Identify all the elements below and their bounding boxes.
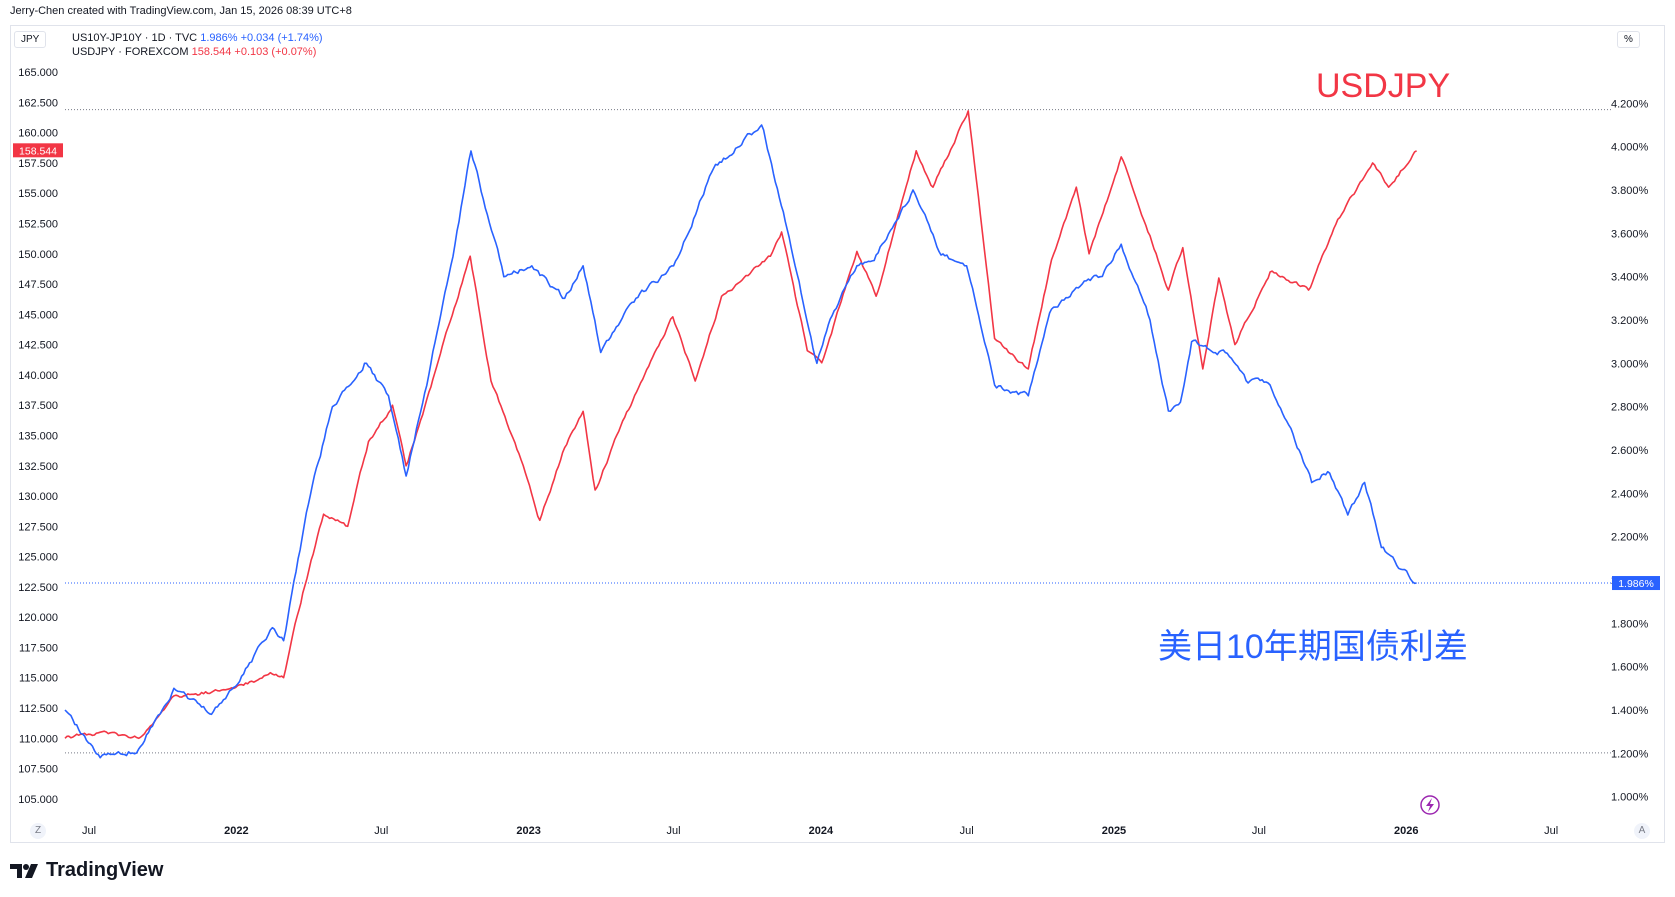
left-axis-unit-button[interactable]: JPY (14, 31, 47, 48)
chart-legend: US10Y-JP10Y · 1D · TVC 1.986% +0.034 (+1… (72, 31, 323, 59)
legend-spread-name: US10Y-JP10Y · 1D · TVC (72, 32, 198, 44)
legend-row-usdjpy[interactable]: USDJPY · FOREXCOM 158.544 +0.103 (+0.07%… (72, 45, 323, 59)
chart-frame (10, 25, 1665, 843)
tradingview-logo-icon (10, 863, 38, 878)
footer: TradingView (10, 859, 163, 882)
legend-usdjpy-value: 158.544 (191, 46, 232, 58)
legend-spread-change: +0.034 (+1.74%) (240, 32, 323, 44)
chart-credit: Jerry-Chen created with TradingView.com,… (10, 5, 352, 17)
auto-scale-z-button[interactable]: Z (30, 823, 46, 839)
tradingview-brand: TradingView (46, 859, 164, 881)
legend-spread-value: 1.986% (200, 32, 238, 44)
legend-row-spread[interactable]: US10Y-JP10Y · 1D · TVC 1.986% +0.034 (+1… (72, 31, 323, 45)
right-axis-unit-button[interactable]: % (1617, 31, 1640, 48)
legend-usdjpy-name: USDJPY · FOREXCOM (72, 46, 189, 58)
auto-scale-a-button[interactable]: A (1634, 823, 1650, 839)
legend-usdjpy-change: +0.103 (+0.07%) (234, 46, 317, 58)
